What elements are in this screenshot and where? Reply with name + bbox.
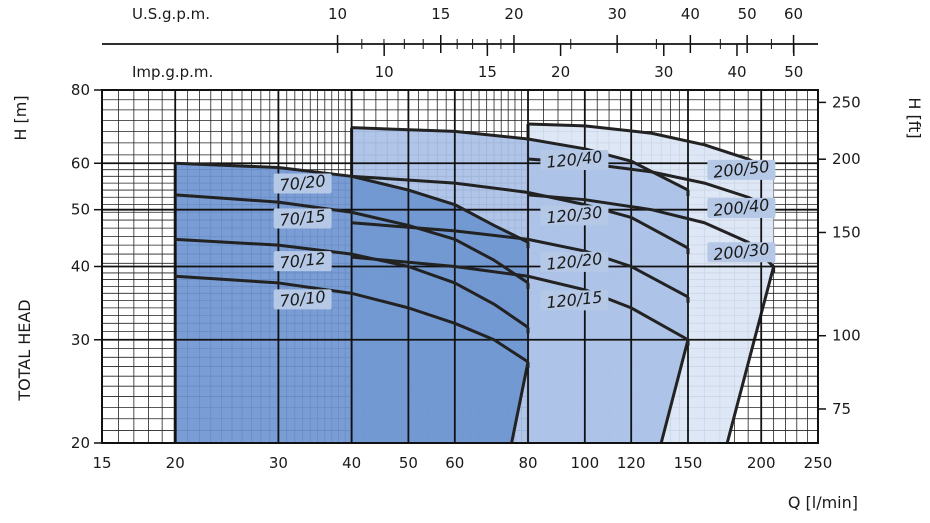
curve-labels: 70/2070/1570/1270/10120/40120/30120/2012… [273,147,776,312]
x-tick-label: 150 [674,454,703,472]
y2-tick-label: 250 [832,93,861,111]
y2-axis-unit-label: H [ft] [905,97,924,138]
us-gpm-tick-label: 30 [608,5,627,23]
imp-gpm-tick-label: 20 [551,63,570,81]
x-tick-label: 200 [747,454,776,472]
us-gpm-tick-label: 10 [328,5,347,23]
us-gpm-tick-label: 40 [681,5,700,23]
curve-label-70-12: 70/12 [279,249,327,273]
y-tick-label: 60 [71,154,90,172]
imp-gpm-tick-label: 10 [375,63,394,81]
curve-label-bg [273,289,332,310]
curve-70-12 [175,237,529,329]
x-tick-label: 250 [804,454,833,472]
curve-70-10 [175,274,529,364]
y-tick-label: 80 [71,81,90,99]
curve-120-15 [351,255,689,342]
y-tick-label: 40 [71,258,90,276]
curve-70-20 [175,161,529,244]
imp-gpm-tick-label: 40 [727,63,746,81]
curve-label-bg [540,205,609,226]
x-tick-label: 80 [518,454,537,472]
y2-tick-label: 75 [832,400,851,418]
y2-tick-label: 200 [832,150,861,168]
curve-120-20 [351,221,689,299]
x-axis-title: Q [l/min] [788,493,858,512]
us-gpm-tick-label: 60 [784,5,803,23]
curve-label-bg [707,198,776,219]
x-tick-label: 20 [166,454,185,472]
us-gpm-label: U.S.g.p.m. [132,5,210,23]
y2-tick-label: 100 [832,327,861,345]
curve-label-bg [707,242,776,263]
y-axis-title: TOTAL HEAD [15,299,34,401]
curve-label-bg [273,173,332,194]
imp-gpm-label: Imp.g.p.m. [132,63,213,81]
us-gpm-tick-label: 20 [504,5,523,23]
x-tick-label: 100 [570,454,599,472]
curve-120-40 [351,126,689,192]
y-axis-unit-label: H [m] [11,95,30,140]
y-tick-label: 50 [71,201,90,219]
curve-label-bg [273,208,332,229]
us-gpm-tick-label: 50 [738,5,757,23]
curve-70-15 [175,193,529,285]
curve-label-bg [540,150,609,171]
x-tick-label: 30 [269,454,288,472]
curve-label-70-20: 70/20 [279,171,327,195]
x-tick-label: 60 [445,454,464,472]
curve-label-bg [540,251,609,272]
envelope-right-edge-70 [510,361,530,444]
imp-gpm-tick-label: 50 [784,63,803,81]
x-tick-label: 120 [617,454,646,472]
curve-label-70-10: 70/10 [279,287,327,311]
x-tick-label: 40 [342,454,361,472]
envelope-right-edge-200 [725,266,776,444]
performance-curves [175,122,776,368]
envelope-right-edge-120 [659,339,690,444]
curve-label-bg [540,290,609,311]
x-tick-label: 15 [92,454,111,472]
y-tick-label: 20 [71,434,90,452]
curve-label-70-15: 70/15 [279,206,327,230]
y-tick-label: 30 [71,331,90,349]
imp-gpm-tick-label: 30 [654,63,673,81]
imp-gpm-tick-label: 15 [478,63,497,81]
curve-label-bg [273,251,332,272]
us-gpm-tick-label: 15 [431,5,450,23]
curve-label-bg [707,159,776,180]
x-tick-label: 50 [399,454,418,472]
axis-ticks: 15 20 30 40 50 60 80 100 120 150 200 25020304050608… [71,81,861,472]
y2-tick-label: 150 [832,223,861,241]
top-axes: U.S.g.p.m. 10 15 20 30 40 50 60 Imp.g.p.m. 10 15 20… [102,5,818,81]
